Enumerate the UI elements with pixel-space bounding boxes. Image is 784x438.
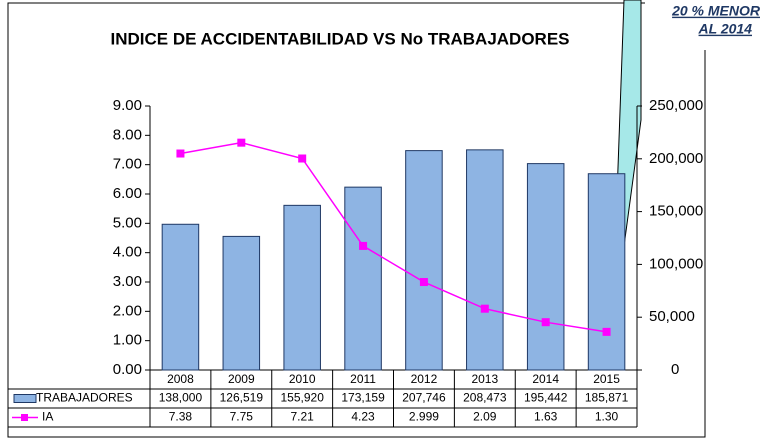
marker — [541, 318, 550, 327]
legend-label: IA — [42, 410, 53, 424]
legend-label: TRABAJADORES — [36, 391, 133, 405]
y2-tick-label: 150,000 — [649, 203, 703, 220]
table-value: 207,746 — [402, 391, 446, 405]
x-tick-label: 2014 — [532, 372, 559, 386]
callout-box — [645, 0, 784, 50]
marker — [602, 327, 611, 336]
bar — [466, 149, 504, 371]
y2-tick-label: 250,000 — [649, 97, 703, 114]
table-value: 155,920 — [280, 391, 324, 405]
table-value: 185,871 — [585, 391, 629, 405]
x-tick-label: 2008 — [167, 372, 194, 386]
legend-key — [21, 414, 28, 421]
annotation: 20 % MENOR — [671, 3, 761, 19]
bar — [344, 186, 382, 371]
x-tick-label: 2012 — [411, 372, 438, 386]
marker — [176, 149, 185, 158]
y-tick-label: 7.00 — [113, 156, 142, 173]
x-tick-label: 2011 — [350, 372, 376, 386]
table-value: 195,442 — [524, 391, 568, 405]
marker — [359, 241, 368, 250]
y-tick-label: 5.00 — [113, 214, 142, 231]
y-tick-label: 0.00 — [113, 361, 142, 378]
x-tick-label: 2013 — [471, 372, 498, 386]
y2-tick-label: 100,000 — [649, 255, 703, 272]
y2-tick-label: 200,000 — [649, 150, 703, 167]
marker — [480, 304, 489, 313]
x-tick-label: 2015 — [593, 372, 620, 386]
chart-title: INDICE DE ACCIDENTABILIDAD VS No TRABAJA… — [110, 29, 569, 48]
table-value: 4.23 — [351, 410, 375, 424]
bar — [526, 163, 565, 371]
y-tick-label: 1.00 — [113, 332, 142, 349]
line — [180, 141, 607, 333]
y-tick-label: 2.00 — [113, 302, 142, 319]
y-tick-label: 6.00 — [113, 185, 142, 202]
x-tick-label: 2009 — [228, 372, 255, 386]
y2-tick-label: 0 — [671, 361, 679, 378]
y-tick-label: 3.00 — [113, 273, 142, 290]
bar — [587, 173, 626, 371]
table-value: 2.09 — [473, 410, 497, 424]
table-value: 173,159 — [341, 391, 385, 405]
table-value: 208,473 — [463, 391, 507, 405]
legend-key — [13, 394, 37, 403]
table-value: 126,519 — [220, 391, 264, 405]
table-value: 2.999 — [409, 410, 439, 424]
x-tick-label: 2010 — [289, 372, 316, 386]
table-value: 138,000 — [159, 391, 203, 405]
table-value: 7.21 — [291, 410, 315, 424]
bar — [283, 204, 321, 371]
y-tick-label: 4.00 — [113, 244, 142, 261]
marker — [298, 154, 307, 163]
table-value: 7.38 — [169, 410, 193, 424]
bar — [222, 235, 261, 371]
y-tick-label: 8.00 — [113, 126, 142, 143]
bar — [405, 150, 443, 371]
marker — [419, 278, 428, 287]
y2-tick-label: 50,000 — [649, 308, 695, 325]
annotation: AL 2014 — [698, 21, 753, 37]
bar — [161, 223, 200, 371]
table-value: 1.30 — [595, 410, 619, 424]
table-value: 1.63 — [534, 410, 558, 424]
table-value: 7.75 — [230, 410, 254, 424]
marker — [237, 138, 246, 147]
y-tick-label: 9.00 — [113, 97, 142, 114]
